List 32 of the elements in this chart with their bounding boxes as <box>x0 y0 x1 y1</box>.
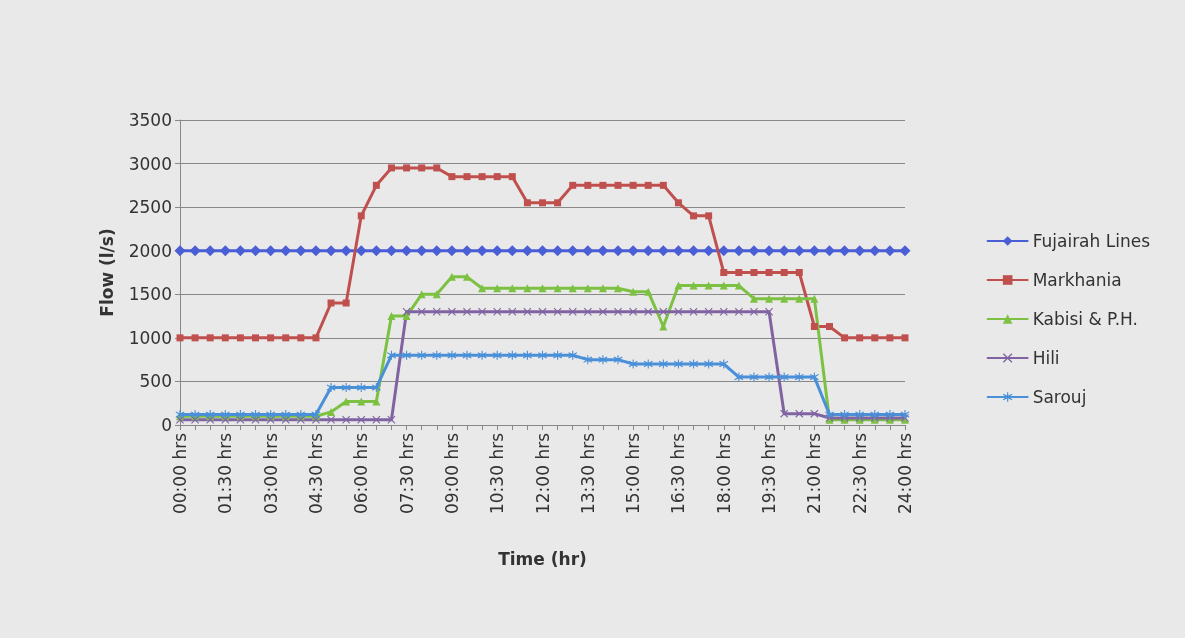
x-tick-label: 12:00 hrs <box>532 432 553 515</box>
x-tick-label: 10:30 hrs <box>487 432 508 515</box>
y-tick-label: 1000 <box>128 327 172 348</box>
legend-label: Fujairah Lines <box>1032 231 1151 251</box>
y-tick-label: 500 <box>139 371 172 392</box>
y-tick-label: 0 <box>161 415 172 435</box>
x-tick-label: 00:00 hrs <box>170 432 190 515</box>
x-tick-label: 24:00 hrs <box>895 432 915 515</box>
legend-label: Markhania <box>1032 270 1122 290</box>
x-tick-label: 07:30 hrs <box>396 432 417 515</box>
legend-label: Sarouj <box>1032 387 1087 407</box>
x-tick-label: 21:00 hrs <box>804 432 825 515</box>
x-tick-label: 09:00 hrs <box>441 432 462 515</box>
y-tick-label: 1500 <box>128 284 172 305</box>
x-tick-label: 06:00 hrs <box>351 432 372 515</box>
y-tick-label: 3000 <box>128 153 172 174</box>
x-tick-label: 22:30 hrs <box>849 432 870 515</box>
x-tick-label: 01:30 hrs <box>215 432 236 515</box>
x-tick-label: 03:00 hrs <box>260 432 281 515</box>
x-tick-label: 19:30 hrs <box>759 432 780 515</box>
x-tick-label: 04:30 hrs <box>305 432 326 515</box>
x-tick-label: 18:00 hrs <box>713 432 734 515</box>
x-tick-label: 16:30 hrs <box>668 432 689 515</box>
y-axis-title: Flow (l/s) <box>96 228 117 317</box>
x-tick-label: 13:30 hrs <box>577 432 598 515</box>
legend-label: Kabisi & P.H. <box>1032 309 1138 329</box>
x-axis-title: Time (hr) <box>498 548 587 569</box>
y-tick-label: 2000 <box>128 240 172 261</box>
y-tick-label: 2500 <box>128 197 172 218</box>
legend-label: Hili <box>1032 348 1060 368</box>
y-tick-label: 3500 <box>128 110 172 130</box>
x-tick-label: 15:00 hrs <box>623 432 644 515</box>
